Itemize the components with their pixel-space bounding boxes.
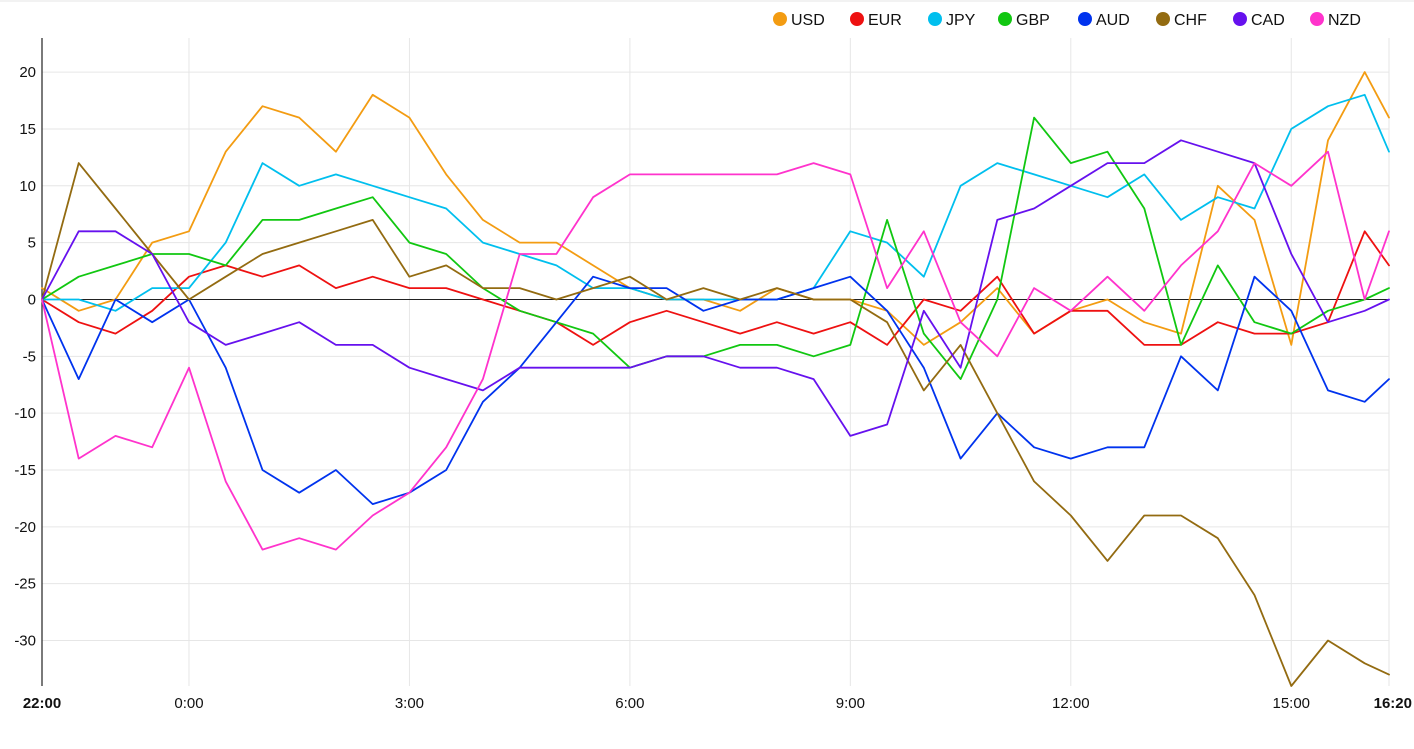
x-tick-label: 6:00 bbox=[615, 695, 644, 712]
series-line-nzd bbox=[41, 150, 1390, 551]
legend: USD EUR JPY GBP AUD CHF CAD NZD bbox=[773, 12, 1361, 29]
x-tick-label: 9:00 bbox=[836, 695, 865, 712]
legend-item-usd[interactable]: USD bbox=[773, 12, 825, 29]
legend-item-gbp[interactable]: GBP bbox=[998, 12, 1050, 29]
legend-label: GBP bbox=[1016, 12, 1050, 29]
x-tick-label: 3:00 bbox=[395, 695, 424, 712]
legend-item-chf[interactable]: CHF bbox=[1156, 12, 1207, 29]
series-line-aud bbox=[41, 275, 1390, 506]
x-tick-label: 12:00 bbox=[1052, 695, 1090, 712]
series-line-eur bbox=[41, 230, 1390, 346]
legend-label: EUR bbox=[868, 12, 902, 29]
legend-swatch bbox=[1310, 12, 1324, 26]
legend-swatch bbox=[928, 12, 942, 26]
legend-label: AUD bbox=[1096, 12, 1130, 29]
legend-swatch bbox=[850, 12, 864, 26]
y-tick-label: 15 bbox=[19, 121, 36, 138]
series-line-cad bbox=[41, 139, 1390, 437]
y-tick-label: -5 bbox=[23, 348, 36, 365]
y-tick-label: -30 bbox=[14, 633, 36, 650]
legend-item-cad[interactable]: CAD bbox=[1233, 12, 1285, 29]
legend-label: JPY bbox=[946, 12, 976, 29]
series-line-jpy bbox=[41, 93, 1390, 312]
y-tick-label: -10 bbox=[14, 405, 36, 422]
x-tick-label: 15:00 bbox=[1272, 695, 1310, 712]
legend-label: USD bbox=[791, 12, 825, 29]
y-tick-label: 0 bbox=[28, 291, 36, 308]
legend-item-eur[interactable]: EUR bbox=[850, 12, 902, 29]
legend-item-jpy[interactable]: JPY bbox=[928, 12, 976, 29]
legend-item-aud[interactable]: AUD bbox=[1078, 12, 1130, 29]
legend-swatch bbox=[998, 12, 1012, 26]
y-tick-label: -15 bbox=[14, 462, 36, 479]
legend-swatch bbox=[773, 12, 787, 26]
y-tick-label: 5 bbox=[28, 235, 36, 252]
y-tick-label: -25 bbox=[14, 576, 36, 593]
y-tick-label: -20 bbox=[14, 519, 36, 536]
x-tick-label: 16:20 bbox=[1374, 695, 1412, 712]
series-line-gbp bbox=[41, 116, 1390, 381]
legend-label: NZD bbox=[1328, 12, 1361, 29]
series-layer bbox=[41, 71, 1390, 687]
legend-swatch bbox=[1078, 12, 1092, 26]
y-tick-label: 20 bbox=[19, 64, 36, 81]
legend-swatch bbox=[1233, 12, 1247, 26]
legend-swatch bbox=[1156, 12, 1170, 26]
legend-label: CAD bbox=[1251, 12, 1285, 29]
x-tick-label: 0:00 bbox=[174, 695, 203, 712]
y-tick-label: 10 bbox=[19, 178, 36, 195]
legend-item-nzd[interactable]: NZD bbox=[1310, 12, 1361, 29]
legend-label: CHF bbox=[1174, 12, 1207, 29]
x-tick-label: 22:00 bbox=[23, 695, 61, 712]
series-line-chf bbox=[41, 162, 1390, 687]
